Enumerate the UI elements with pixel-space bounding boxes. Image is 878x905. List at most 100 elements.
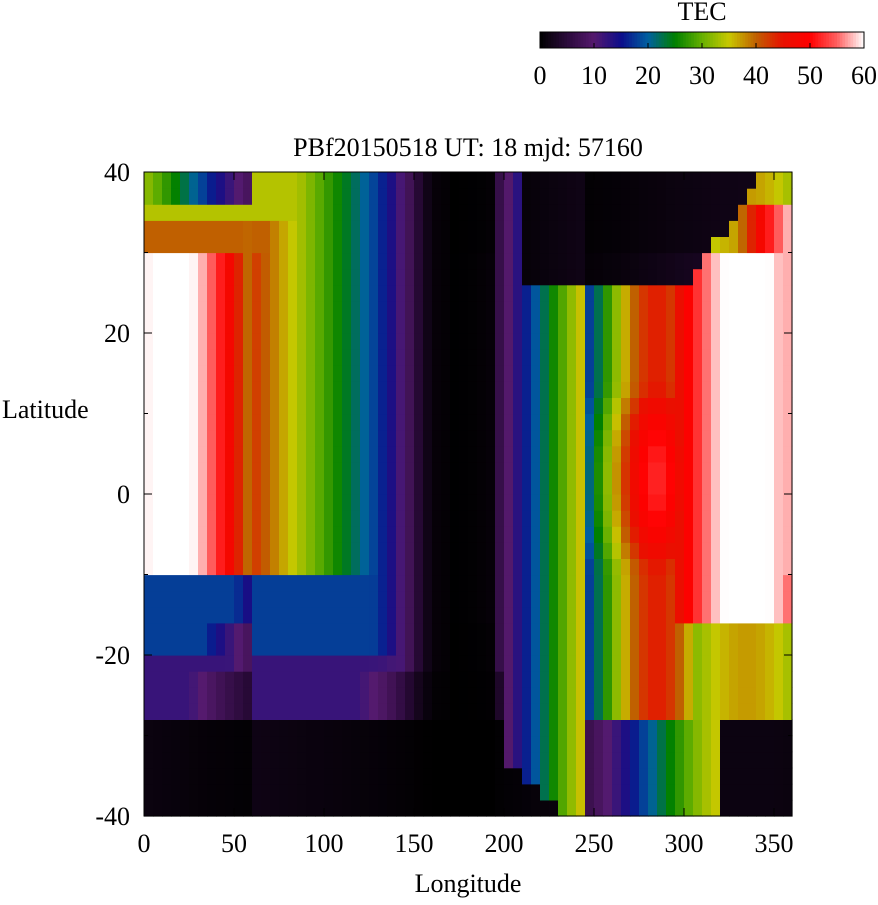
heatmap-cell	[522, 622, 532, 640]
heatmap-cell	[450, 333, 460, 350]
heatmap-cell	[441, 252, 451, 270]
heatmap-cell	[234, 655, 244, 672]
heatmap-cell	[279, 397, 289, 415]
heatmap-cell	[585, 574, 595, 592]
heatmap-cell	[144, 510, 154, 527]
heatmap-cell	[459, 268, 469, 286]
heatmap-cell	[306, 767, 316, 785]
heatmap-cell	[171, 703, 181, 720]
heatmap-cell	[225, 783, 235, 801]
heatmap-cell	[225, 316, 235, 334]
heatmap-cell	[585, 719, 595, 737]
colorbar-swatch	[623, 32, 627, 48]
heatmap-cell	[558, 349, 568, 366]
heatmap-cell	[765, 590, 775, 608]
heatmap-cell	[504, 494, 514, 511]
heatmap-cell	[648, 799, 658, 817]
heatmap-cell	[531, 799, 541, 817]
heatmap-cell	[666, 719, 676, 737]
colorbar-swatch	[834, 32, 838, 48]
heatmap-cell	[567, 655, 577, 672]
heatmap-cell	[675, 429, 685, 447]
heatmap-cell	[198, 687, 208, 704]
heatmap-cell	[549, 558, 559, 576]
heatmap-cell	[234, 204, 244, 221]
colorbar-swatch	[853, 32, 857, 48]
heatmap-cell	[558, 268, 568, 286]
heatmap-cell	[270, 703, 280, 720]
heatmap-cell	[603, 751, 613, 769]
heatmap-cell	[468, 220, 478, 237]
heatmap-cell	[621, 461, 631, 479]
heatmap-cell	[612, 461, 622, 479]
heatmap-cell	[423, 526, 433, 543]
colorbar-swatch	[734, 32, 738, 48]
heatmap-cell	[639, 638, 649, 656]
heatmap-cell	[639, 284, 649, 302]
heatmap-cell	[657, 365, 667, 382]
heatmap-cell	[360, 236, 370, 254]
heatmap-cell	[234, 429, 244, 447]
heatmap-cell	[387, 703, 397, 720]
colorbar-tick-label: 50	[797, 61, 823, 90]
heatmap-cell	[216, 719, 226, 737]
heatmap-cell	[693, 429, 703, 447]
heatmap-cell	[495, 799, 505, 817]
heatmap-cell	[297, 574, 307, 592]
heatmap-cell	[756, 316, 766, 334]
heatmap-cell	[549, 799, 559, 817]
heatmap-cell	[675, 703, 685, 720]
heatmap-cell	[477, 413, 487, 431]
heatmap-cell	[333, 751, 343, 769]
heatmap-cell	[666, 188, 676, 205]
heatmap-cell	[702, 526, 712, 543]
heatmap-cell	[558, 284, 568, 302]
heatmap-cell	[144, 413, 154, 431]
heatmap-cell	[189, 542, 199, 559]
heatmap-cell	[234, 236, 244, 254]
heatmap-cell	[774, 494, 784, 511]
heatmap-cell	[315, 413, 325, 431]
heatmap-cell	[234, 316, 244, 334]
heatmap-cell	[666, 333, 676, 350]
heatmap-cell	[729, 252, 739, 270]
heatmap-cell	[459, 252, 469, 270]
heatmap-cell	[180, 751, 190, 769]
heatmap-cell	[288, 494, 298, 511]
heatmap-cell	[693, 236, 703, 254]
heatmap-cell	[234, 397, 244, 415]
heatmap-cell	[369, 413, 379, 431]
heatmap-cell	[495, 365, 505, 382]
heatmap-cell	[378, 477, 388, 495]
heatmap-cell	[261, 510, 271, 527]
heatmap-cell	[738, 445, 748, 463]
heatmap-cell	[531, 429, 541, 447]
heatmap-cell	[522, 526, 532, 543]
heatmap-cell	[180, 188, 190, 205]
heatmap-cell	[234, 188, 244, 205]
heatmap-cell	[522, 767, 532, 785]
heatmap-cell	[621, 381, 631, 398]
colorbar-swatch	[591, 32, 595, 48]
heatmap-cell	[288, 477, 298, 495]
heatmap-cell	[576, 638, 586, 656]
heatmap-cell	[144, 542, 154, 559]
heatmap-cell	[333, 494, 343, 511]
heatmap-cell	[207, 333, 217, 350]
heatmap-cell	[666, 429, 676, 447]
heatmap-cell	[423, 622, 433, 640]
heatmap-cell	[414, 413, 424, 431]
heatmap-cell	[450, 252, 460, 270]
heatmap-cell	[450, 687, 460, 704]
heatmap-cell	[405, 204, 415, 221]
heatmap-cell	[459, 622, 469, 640]
heatmap-cell	[387, 220, 397, 237]
heatmap-cell	[423, 300, 433, 318]
heatmap-cell	[684, 349, 694, 366]
heatmap-cell	[450, 735, 460, 753]
heatmap-cell	[306, 655, 316, 672]
heatmap-cell	[333, 606, 343, 624]
heatmap-cell	[144, 204, 154, 221]
heatmap-cell	[180, 526, 190, 543]
